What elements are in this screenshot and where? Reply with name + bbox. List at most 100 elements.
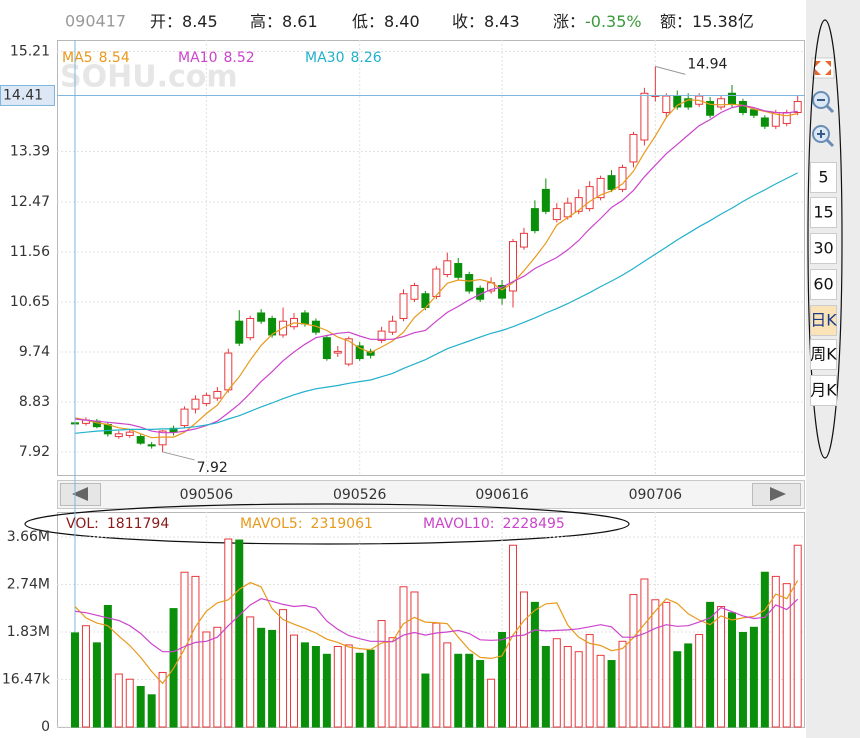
candle-body [136,436,145,444]
y-tick-label: 2.74M [7,577,50,593]
volume-bar [574,651,583,728]
candle-body [552,208,561,221]
volume-bar [71,632,79,728]
scrollbar [57,480,805,509]
candle-body [377,330,386,341]
volume-bar [355,652,364,728]
volume-bar [749,626,758,728]
volume-bar [191,575,200,728]
header-label: 涨： [553,12,585,31]
toolbar-label: 30 [813,239,833,258]
legend-name: MAVOL10: [423,516,494,532]
volume-bar [596,654,605,728]
candle-body [738,101,747,113]
volume-bar [465,653,474,728]
header-value: 8.61 [282,12,318,31]
legend-value: 8.54 [99,50,130,66]
volume-bar [202,631,211,728]
y-tick-label: 12.47 [10,194,50,210]
legend-value: 2319061 [311,516,373,532]
toolbar-label: 周K [810,345,837,364]
candle-body [640,92,649,141]
volume-bar [629,594,638,728]
volume-bar [684,643,693,728]
toolbar-button[interactable] [810,197,837,228]
header-value: 8.43 [484,12,520,31]
y-tick-label: 11.56 [10,244,50,260]
candle-body [760,117,769,127]
volume-bar [158,671,167,728]
candle-body [509,241,517,292]
volume-bar [651,599,660,728]
candle-body [355,345,364,360]
candle-body [410,285,419,300]
candle-body [684,98,693,108]
ma-line [74,99,798,439]
zoom-out-handle [825,104,835,114]
candle-body [213,391,222,399]
scroll-right-arrow [770,487,786,501]
volume-bar [246,616,255,728]
candle-body [443,260,452,276]
candle-body [388,320,397,333]
volume-bar [498,631,507,728]
volume-bar [454,653,463,728]
candle-body [454,263,463,278]
volume-bar [333,646,342,728]
candle-body [399,293,408,319]
toolbar-button[interactable] [810,269,837,300]
candle-body [519,232,528,248]
candle-body [673,95,682,108]
header-label: 额： [660,12,692,31]
header-item: 开：8.45 [150,12,218,31]
y-tick-label: 10.65 [10,294,50,310]
volume-bar [717,606,726,728]
legend-name: MA30 [305,50,344,66]
header-label: 收： [452,12,484,31]
volume-bar [782,583,791,728]
volume-bar [322,653,331,728]
y-tick-label: 15.21 [10,44,50,60]
y-tick-label: 0 [41,719,50,735]
candle-body [191,398,200,410]
volume-bar [213,626,222,728]
candle-body [366,350,375,356]
header-value: 15.38亿 [692,12,754,31]
candle-body [114,433,123,438]
candle-body [749,109,758,116]
annotation-ellipse [24,503,630,545]
candle-body [246,317,255,339]
candle-body [574,197,583,212]
volume-bar [344,644,353,728]
legend-name: MA10 [178,50,217,66]
mavol-line [74,580,799,685]
candle-body [158,430,167,446]
toolbar-button[interactable] [810,305,837,336]
x-tick-label: 090616 [475,487,529,503]
candle-body [432,268,441,297]
header-item: 收：8.43 [452,12,520,31]
volume-bar [279,609,288,728]
candle-body [563,202,572,218]
toolbar-button[interactable] [810,375,837,406]
candle-body [498,285,507,299]
scroll-left-arrow [72,487,88,501]
volume-bar [585,634,594,728]
volume-bar [235,539,244,728]
volume-bar [476,660,485,728]
candle-body [202,394,211,405]
y-tick-label: 9.74 [19,344,50,360]
volume-bar [640,578,649,728]
candle-body [782,112,791,124]
toolbar-button[interactable] [810,162,837,193]
crosshair-box [0,84,55,106]
toolbar-button[interactable] [810,233,837,264]
legend-entry: MA10 8.52 [178,50,255,66]
header-item: 低：8.40 [352,12,420,31]
volume-bar [125,678,134,728]
ma-line [74,104,798,434]
toolbar-button[interactable] [810,339,837,370]
max-pointer [655,65,686,75]
